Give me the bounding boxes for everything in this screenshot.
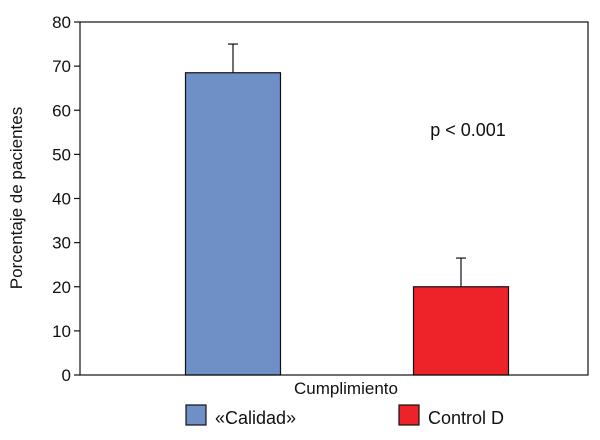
y-tick-label: 0 bbox=[62, 366, 71, 385]
y-tick-label: 70 bbox=[52, 57, 71, 76]
error-bars bbox=[228, 43, 466, 287]
bar-2 bbox=[412, 286, 510, 376]
legend: «Calidad» Control D bbox=[185, 404, 504, 428]
x-axis-label: Cumplimiento bbox=[294, 379, 398, 398]
y-tick-label: 80 bbox=[52, 13, 71, 32]
legend-label-1: «Calidad» bbox=[215, 408, 296, 428]
bars bbox=[184, 72, 510, 376]
bar-1 bbox=[184, 72, 282, 376]
y-tick-label: 50 bbox=[52, 145, 71, 164]
y-axis-label: Porcentaje de pacientes bbox=[7, 107, 26, 289]
p-value-annotation: p < 0.001 bbox=[430, 120, 506, 140]
plot-frame bbox=[79, 21, 589, 376]
y-tick-label: 20 bbox=[52, 278, 71, 297]
legend-label-2: Control D bbox=[428, 408, 504, 428]
legend-swatch-2 bbox=[398, 404, 420, 426]
y-axis-ticks: 0 10 20 30 40 50 60 70 80 bbox=[52, 13, 80, 385]
y-tick-label: 40 bbox=[52, 190, 71, 209]
legend-swatch-1 bbox=[185, 404, 207, 426]
y-tick-label: 60 bbox=[52, 101, 71, 120]
y-tick-label: 10 bbox=[52, 322, 71, 341]
y-tick-label: 30 bbox=[52, 234, 71, 253]
